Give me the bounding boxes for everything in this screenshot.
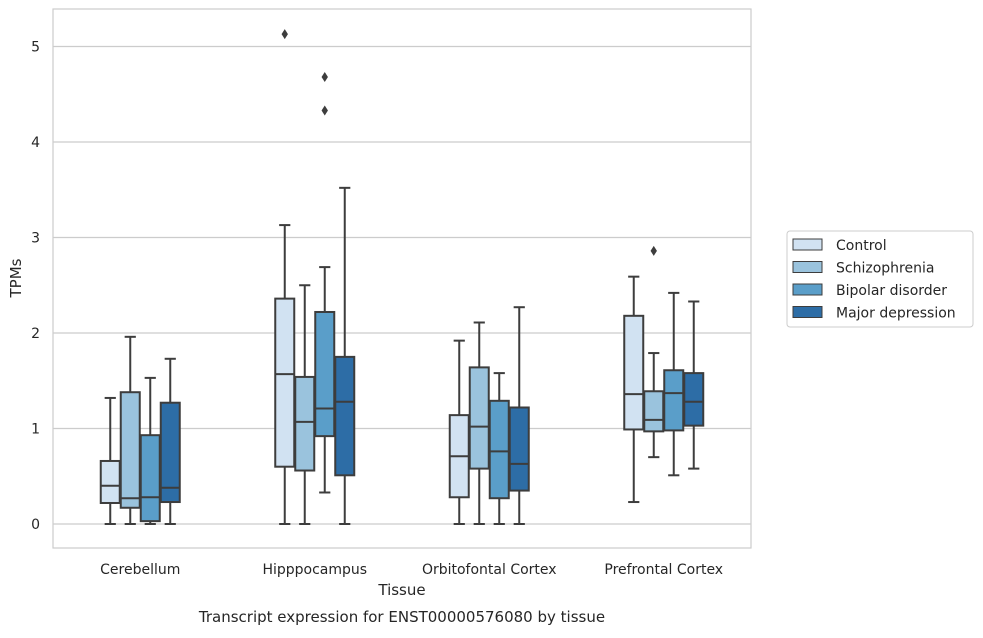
legend-label: Bipolar disorder xyxy=(836,283,947,299)
chart-caption: Transcript expression for ENST0000057608… xyxy=(198,608,605,626)
legend-items: Control Schizophrenia Bipolar disorder Majo… xyxy=(792,238,956,322)
box-iqr xyxy=(663,369,685,432)
box-group xyxy=(274,29,296,525)
x-axis-ticks: Cerebellum Hipppocampus Orbitofontal Corte… xyxy=(100,562,723,578)
y-axis-title: TPMs xyxy=(7,258,25,298)
y-tick-label: 3 xyxy=(31,231,40,247)
box-group xyxy=(99,396,121,525)
x-tick-label: Orbitofontal Cortex xyxy=(422,562,557,578)
outlier-point xyxy=(321,72,328,83)
y-tick-label: 2 xyxy=(31,326,40,342)
y-axis-ticks: 0 1 2 3 4 5 xyxy=(31,40,40,534)
y-tick-label: 4 xyxy=(31,135,40,151)
box-iqr xyxy=(314,310,336,438)
box-group xyxy=(508,306,530,525)
box-group xyxy=(159,357,181,525)
y-tick-label: 0 xyxy=(31,517,40,533)
box-iqr xyxy=(643,390,665,433)
box-group xyxy=(139,376,161,525)
outlier-point xyxy=(321,105,328,116)
box-iqr xyxy=(294,375,316,472)
legend-label: Control xyxy=(836,238,887,254)
box-iqr xyxy=(683,372,705,427)
box-group xyxy=(468,321,490,525)
outlier-point xyxy=(650,245,657,256)
legend-label: Schizophrenia xyxy=(836,261,934,277)
box-iqr xyxy=(623,314,645,431)
box-iqr xyxy=(468,366,490,470)
plot-frame xyxy=(52,8,752,549)
box-group xyxy=(683,300,705,470)
outlier-point xyxy=(281,29,288,40)
boxes xyxy=(99,29,705,525)
box-group xyxy=(294,284,316,525)
box-group xyxy=(643,245,665,459)
box-group xyxy=(448,339,470,525)
x-axis-title: Tissue xyxy=(377,581,425,599)
box-iqr xyxy=(159,401,181,504)
box-group xyxy=(334,186,356,525)
legend-swatch xyxy=(792,238,823,251)
box-iqr xyxy=(139,434,161,523)
box-group xyxy=(623,275,645,504)
box-group xyxy=(488,372,510,525)
legend-swatch xyxy=(792,306,823,318)
box-iqr xyxy=(334,355,356,477)
y-tick-label: 5 xyxy=(31,40,40,56)
box-group xyxy=(663,291,685,477)
box-iqr xyxy=(99,459,121,504)
box-group xyxy=(119,335,141,525)
box-iqr xyxy=(119,391,141,509)
y-tick-label: 1 xyxy=(31,422,40,438)
box-iqr xyxy=(508,406,530,492)
box-iqr xyxy=(274,297,296,468)
x-tick-label: Cerebellum xyxy=(100,562,180,578)
box-group xyxy=(314,72,336,494)
box-iqr xyxy=(488,399,510,500)
legend-swatch xyxy=(792,261,823,273)
x-tick-label: Hipppocampus xyxy=(262,562,367,578)
legend-label: Major depression xyxy=(836,306,956,322)
legend: Control Schizophrenia Bipolar disorder Majo… xyxy=(786,230,974,328)
x-tick-label: Prefrontal Cortex xyxy=(604,562,723,578)
legend-swatch xyxy=(792,283,823,296)
legend-frame xyxy=(786,230,974,328)
